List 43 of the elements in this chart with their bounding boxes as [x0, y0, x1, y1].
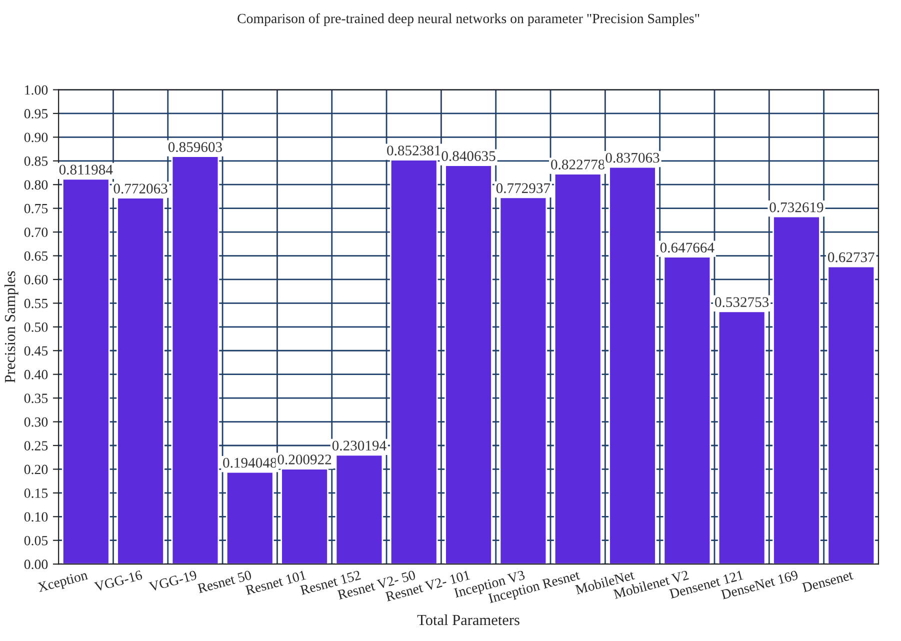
- y-tick-label: 0.95: [24, 109, 48, 118]
- y-axis-title: Precision Samples: [4, 271, 18, 383]
- data-label: 0.532753: [715, 297, 769, 308]
- y-tick-label: 0.70: [24, 228, 48, 238]
- data-label: 0.62737: [828, 252, 874, 262]
- data-label: 0.837063: [606, 152, 660, 163]
- y-tick-label: 1.00: [25, 85, 48, 95]
- y-tick-label: 0.85: [24, 156, 48, 166]
- data-label: 0.822778: [551, 160, 605, 170]
- data-label: 0.200922: [278, 454, 332, 464]
- x-tick-label: Xception: [37, 570, 89, 595]
- y-tick-label: 0.80: [24, 180, 48, 190]
- y-tick-label: 0.60: [24, 275, 48, 284]
- x-tick-label: Densenet: [802, 570, 854, 592]
- y-tick-label: 0.00: [24, 560, 48, 570]
- data-label: 0.840635: [442, 151, 496, 162]
- data-label: 0.772937: [496, 183, 550, 194]
- y-tick-label: 0.45: [24, 346, 48, 356]
- data-label: 0.647664: [660, 242, 714, 253]
- y-tick-label: 0.30: [24, 417, 48, 427]
- x-tick-label: VGG-16: [94, 570, 143, 592]
- data-label: 0.194048: [223, 458, 277, 468]
- data-label: 0.772063: [114, 184, 168, 194]
- y-tick-label: 0.55: [24, 298, 48, 308]
- y-tick-label: 0.15: [24, 488, 48, 498]
- data-label: 0.732619: [770, 202, 824, 212]
- data-label: 0.852381: [387, 146, 440, 156]
- chart-title: Comparison of pre-trained deep neural networks on parameter "Precision Samples": [238, 13, 700, 26]
- data-label: 0.859603: [168, 142, 222, 152]
- y-tick-label: 0.05: [24, 536, 48, 546]
- data-label: 0.230194: [332, 440, 386, 451]
- y-tick-label: 0.65: [24, 251, 48, 261]
- y-tick-label: 0.40: [24, 370, 48, 380]
- y-tick-label: 0.90: [24, 132, 48, 142]
- y-tick-label: 0.35: [24, 394, 48, 404]
- data-label: 0.811984: [59, 164, 113, 175]
- y-tick-label: 0.10: [24, 512, 48, 522]
- y-tick-label: 0.50: [24, 322, 48, 332]
- y-tick-label: 0.25: [24, 441, 48, 451]
- y-tick-label: 0.20: [24, 464, 48, 474]
- y-tick-label: 0.75: [24, 204, 48, 214]
- x-tick-label: VGG-19: [148, 570, 198, 592]
- x-axis-title: Total Parameters: [417, 614, 520, 626]
